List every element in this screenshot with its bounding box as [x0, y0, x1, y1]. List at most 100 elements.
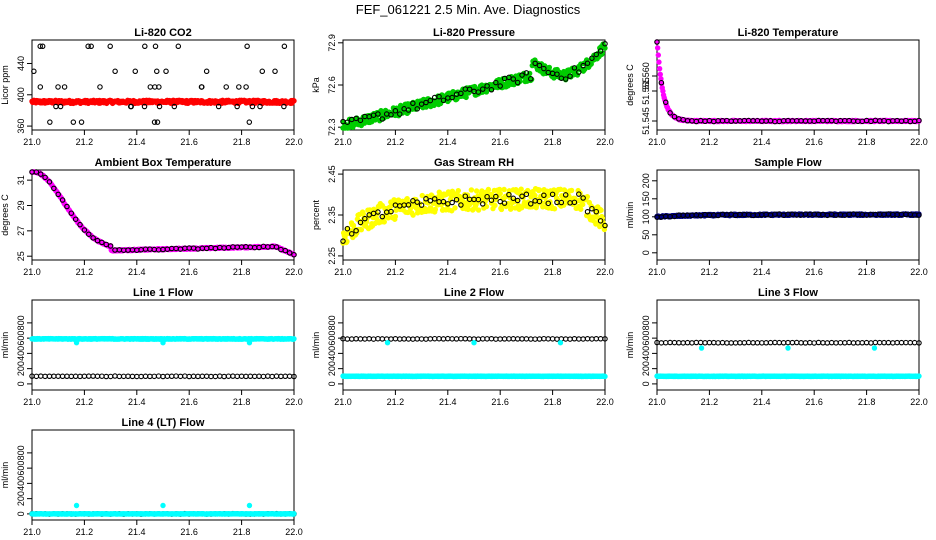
data-point [265, 373, 271, 379]
data-point [658, 340, 665, 346]
data-point [94, 373, 101, 379]
data-point [405, 336, 412, 342]
data-point [236, 84, 242, 90]
data-point [881, 339, 887, 346]
data-point [589, 336, 595, 342]
data-point [872, 339, 879, 346]
data-point [427, 336, 434, 342]
data-point [215, 103, 222, 110]
data-point [291, 511, 297, 517]
data-point [562, 336, 569, 342]
data-point [589, 55, 595, 61]
data-point [523, 336, 530, 342]
data-point [72, 373, 79, 380]
y-tick-label: 72.6 [327, 76, 337, 94]
data-point [85, 43, 91, 50]
data-point [820, 340, 826, 346]
x-tick-label: 21.2 [701, 267, 719, 277]
data-point [107, 43, 113, 50]
data-point [868, 340, 874, 346]
y-tick-label: 440 [16, 56, 26, 71]
data-point [357, 117, 364, 124]
data-point [33, 373, 40, 380]
y-tick-label: 400 [16, 87, 26, 102]
data-point [833, 340, 839, 346]
data-point [397, 336, 403, 342]
data-point [234, 373, 240, 380]
data-point [465, 206, 471, 213]
data-point [384, 340, 391, 346]
x-tick-label: 21.2 [76, 397, 94, 407]
data-point [37, 43, 43, 50]
data-point [39, 43, 46, 50]
data-point [164, 373, 171, 379]
y-tick-label: 0 [641, 250, 651, 255]
data-point [251, 373, 258, 380]
x-tick-label: 22.0 [285, 267, 303, 277]
data-point [697, 339, 704, 346]
data-point [528, 336, 534, 342]
data-point [528, 76, 534, 82]
data-point [445, 335, 451, 342]
y-tick-label: 800 [16, 315, 26, 330]
data-point [182, 373, 188, 379]
y-axis-label: ml/min [0, 332, 10, 359]
data-point [541, 65, 547, 72]
data-point [423, 336, 429, 342]
data-point [662, 339, 669, 346]
data-point [249, 103, 256, 110]
data-point [785, 345, 791, 351]
x-tick-label: 21.0 [334, 397, 352, 407]
data-point [706, 339, 713, 346]
plot-frame [656, 39, 920, 131]
data-point [134, 373, 140, 380]
data-point [571, 335, 578, 342]
x-tick-label: 21.2 [387, 397, 405, 407]
data-point [598, 207, 604, 213]
data-point [759, 340, 765, 346]
data-point [549, 336, 556, 342]
panel-title: Li-820 Pressure [433, 27, 515, 39]
data-point [488, 335, 495, 342]
data-point [702, 340, 708, 346]
x-tick-label: 22.0 [285, 527, 303, 537]
data-point [375, 111, 381, 117]
data-point [141, 103, 148, 110]
data-point [471, 340, 477, 346]
data-point [129, 373, 136, 380]
data-point [466, 86, 473, 92]
data-point [903, 339, 909, 346]
data-point [584, 60, 591, 66]
data-point [498, 206, 505, 213]
data-point [175, 43, 182, 50]
panel-title: Line 3 Flow [758, 287, 818, 299]
y-tick-label: 100 [641, 209, 651, 224]
data-point [392, 108, 399, 114]
data-point [580, 336, 586, 342]
data-point [152, 43, 159, 50]
data-point [357, 336, 364, 342]
data-point [230, 373, 236, 379]
data-point [112, 68, 118, 75]
data-point [362, 336, 368, 342]
x-tick-label: 21.2 [701, 397, 719, 407]
y-tick-label: 51.555 [641, 77, 651, 105]
x-tick-label: 21.4 [439, 137, 457, 147]
data-point [676, 340, 682, 346]
data-point [61, 84, 68, 90]
data-point [59, 373, 66, 380]
x-tick-label: 21.6 [491, 137, 509, 147]
data-point [811, 340, 817, 346]
data-point [370, 336, 377, 342]
data-point [728, 340, 734, 346]
data-point [789, 339, 796, 346]
data-point [401, 336, 407, 342]
data-point [154, 68, 160, 75]
data-point [458, 335, 464, 342]
x-tick-label: 21.4 [753, 397, 771, 407]
data-point [876, 339, 883, 346]
